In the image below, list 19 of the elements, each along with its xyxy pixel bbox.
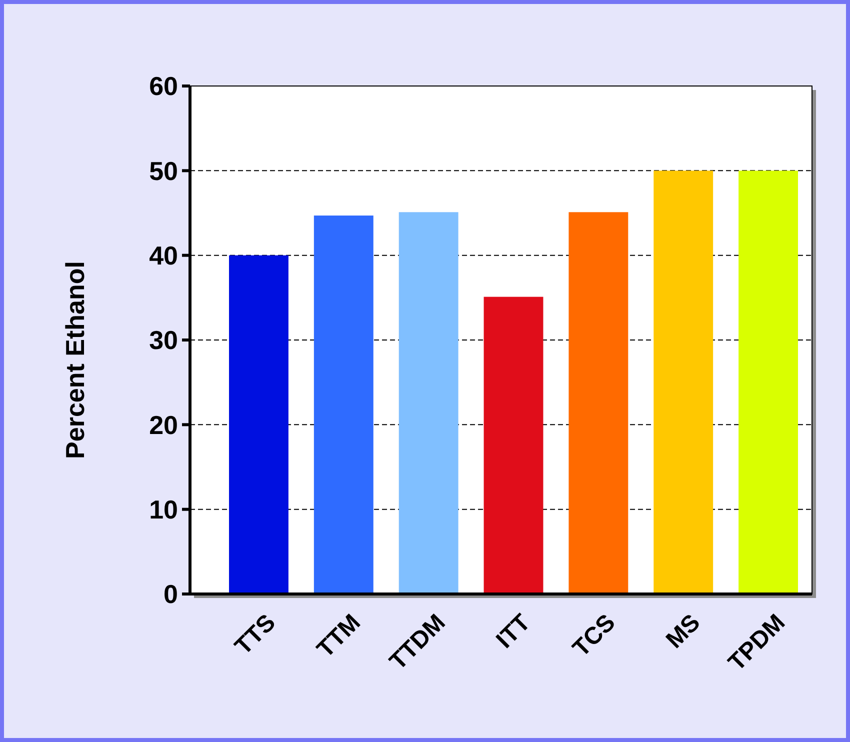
y-tick-label: 50: [149, 156, 178, 186]
y-tick-label: 60: [149, 71, 178, 102]
y-tick-label: 10: [149, 494, 178, 524]
y-axis-title: Percent Ethanol: [60, 261, 90, 459]
x-tick-label: TCS: [568, 609, 621, 662]
y-tick-label: 20: [149, 410, 178, 440]
bar: [654, 170, 714, 594]
y-tick-label: 0: [164, 579, 178, 610]
x-tick-label: MS: [661, 609, 706, 654]
bar: [398, 212, 458, 594]
bar: [738, 170, 798, 594]
bar: [314, 216, 374, 594]
x-tick-label: TTS: [230, 609, 281, 660]
y-tick-label: 40: [149, 240, 178, 270]
bar: [229, 255, 288, 594]
bar: [484, 296, 544, 594]
bar: [568, 212, 628, 594]
y-tick-label: 30: [149, 325, 178, 356]
x-tick-label: ITT: [491, 608, 536, 654]
